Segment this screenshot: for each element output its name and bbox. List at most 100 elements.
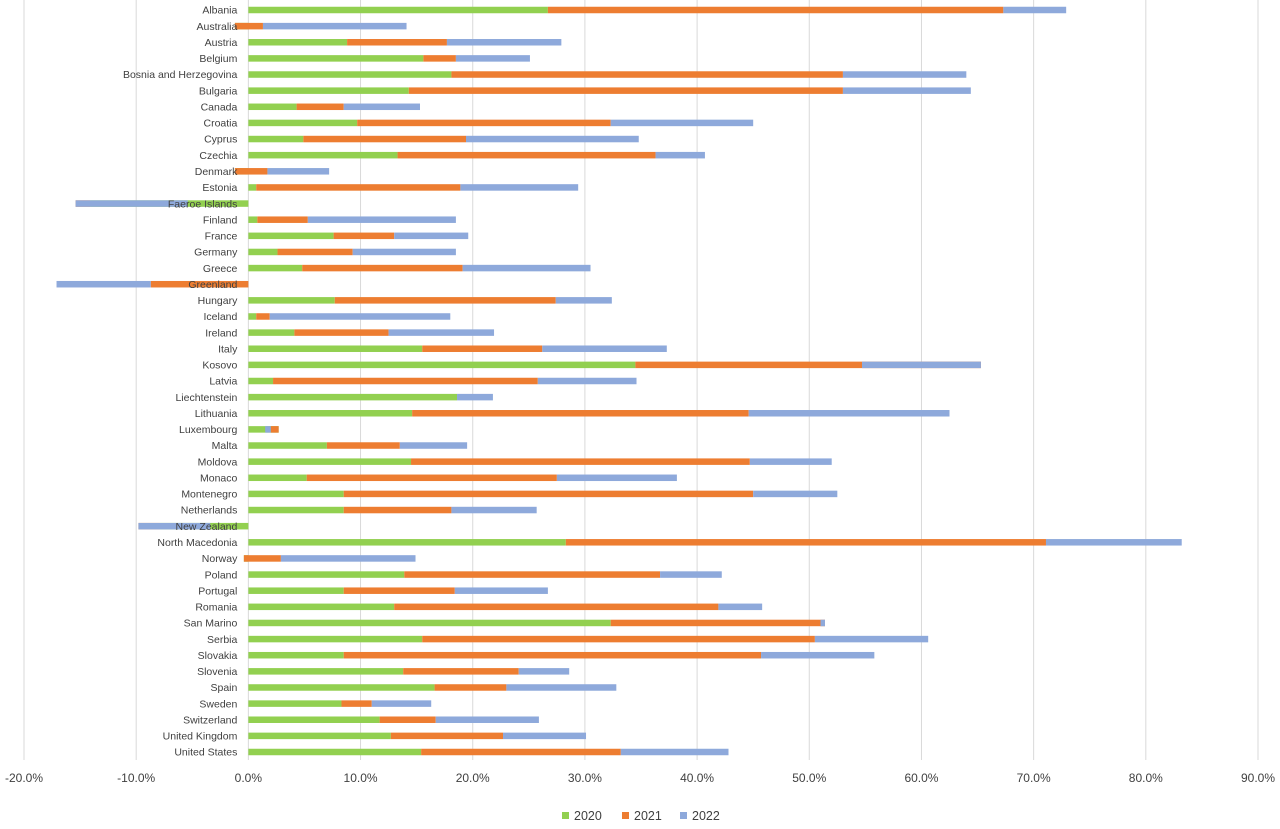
category-label: United States: [174, 747, 237, 759]
legend-label-2020: 2020: [574, 809, 602, 823]
x-tick-label: 10.0%: [344, 771, 378, 785]
category-label: Australia: [197, 21, 238, 33]
bar-segment-2020: [248, 87, 409, 94]
category-label: Belgium: [199, 53, 237, 65]
legend-label-2022: 2022: [692, 809, 720, 823]
legend-swatch-2020: [562, 812, 569, 819]
bar-segment-2020: [248, 329, 295, 336]
bar-segment-2020: [248, 71, 452, 78]
bar-segment-2022: [267, 168, 330, 175]
bar-segment-2022: [660, 571, 722, 578]
bar-segment-2022: [718, 603, 763, 611]
category-label: Latvia: [209, 376, 237, 388]
category-label: Canada: [201, 101, 238, 113]
bar-segment-2021: [610, 619, 825, 627]
bar-segment-2021: [422, 635, 815, 643]
bar-segment-2020: [248, 700, 342, 707]
bar-segment-2022: [820, 619, 825, 627]
bar-segment-2020: [248, 232, 334, 240]
bar-segment-2022: [842, 71, 967, 78]
bar-segment-2022: [842, 87, 971, 94]
bar-segment-2020: [248, 635, 423, 643]
category-label: Montenegro: [181, 489, 237, 501]
bar-segment-2022: [399, 442, 468, 449]
category-label: Slovakia: [198, 650, 238, 662]
bar-segment-2020: [248, 39, 348, 46]
bar-segment-2022: [269, 313, 451, 320]
category-label: New Zealand: [175, 521, 237, 533]
bar-segment-2020: [248, 6, 548, 14]
x-tick-label: 80.0%: [1129, 771, 1163, 785]
bar-segment-2022: [620, 748, 729, 756]
category-label: Lithuania: [195, 408, 238, 420]
bar-segment-2021: [150, 280, 249, 288]
bar-segment-2021: [565, 539, 1046, 546]
category-label: Malta: [212, 440, 238, 452]
bar-segment-2020: [248, 603, 395, 611]
bar-segment-2022: [455, 55, 530, 62]
category-label: Greece: [203, 263, 238, 275]
category-label: Kosovo: [202, 360, 237, 372]
bar-segment-2022: [460, 184, 579, 191]
category-label: Greenland: [188, 279, 237, 291]
bar-segment-2020: [248, 313, 257, 320]
category-label: Netherlands: [181, 505, 238, 517]
bar-segment-2022: [265, 426, 271, 433]
bar-segment-2022: [503, 732, 587, 740]
x-tick-label: 50.0%: [792, 771, 826, 785]
category-label: Serbia: [207, 634, 238, 646]
bar-segment-2020: [248, 668, 404, 675]
bar-segment-2020: [248, 55, 424, 62]
category-label: Sweden: [199, 698, 237, 710]
bar-segment-2021: [302, 264, 463, 272]
category-label: United Kingdom: [163, 731, 238, 743]
bar-segment-2022: [861, 361, 981, 369]
bar-segment-2021: [379, 716, 436, 723]
category-label: Denmark: [195, 166, 238, 178]
bar-segment-2022: [56, 280, 151, 288]
x-tick-label: 30.0%: [568, 771, 602, 785]
bar-segment-2021: [273, 377, 538, 385]
bar-segment-2020: [248, 297, 335, 304]
category-label: France: [205, 231, 238, 243]
bar-segment-2022: [457, 393, 493, 401]
category-label: Luxembourg: [179, 424, 238, 436]
bar-segment-2021: [343, 490, 754, 498]
bars: [56, 6, 1182, 756]
bar-segment-2020: [248, 345, 423, 352]
bar-segment-2021: [234, 22, 263, 30]
bar-segment-2021: [303, 135, 466, 143]
bar-segment-2021: [404, 571, 661, 578]
bar-segment-2020: [248, 474, 307, 482]
category-label: Czechia: [199, 150, 237, 162]
bar-segment-2022: [610, 119, 754, 127]
bar-segment-2020: [248, 458, 412, 465]
bar-segment-2022: [814, 635, 929, 643]
bar-segment-2021: [422, 345, 543, 352]
category-label: Albania: [202, 5, 237, 17]
bar-segment-2021: [306, 474, 557, 482]
category-label: Finland: [203, 214, 238, 226]
x-tick-label: 70.0%: [1017, 771, 1051, 785]
bar-segment-2022: [748, 410, 950, 417]
bar-segment-2021: [403, 668, 519, 675]
category-label: Spain: [211, 682, 238, 694]
bar-segment-2021: [635, 361, 981, 369]
bar-segment-2022: [556, 474, 677, 482]
bar-segment-2021: [423, 55, 456, 62]
bar-segment-2021: [296, 103, 344, 111]
bar-segment-2021: [421, 748, 621, 756]
bar-segment-2021: [408, 87, 843, 94]
category-label: Moldova: [198, 456, 238, 468]
bar-segment-2020: [248, 684, 435, 691]
category-label: Poland: [205, 569, 238, 581]
bar-segment-2020: [248, 490, 344, 498]
bar-segment-2021: [270, 426, 279, 433]
category-label: North Macedonia: [157, 537, 237, 549]
bar-segment-2021: [333, 232, 395, 240]
bar-segment-2021: [451, 71, 843, 78]
bar-segment-2020: [248, 377, 274, 385]
bar-segment-2021: [243, 555, 281, 562]
legend-swatch-2021: [622, 812, 629, 819]
